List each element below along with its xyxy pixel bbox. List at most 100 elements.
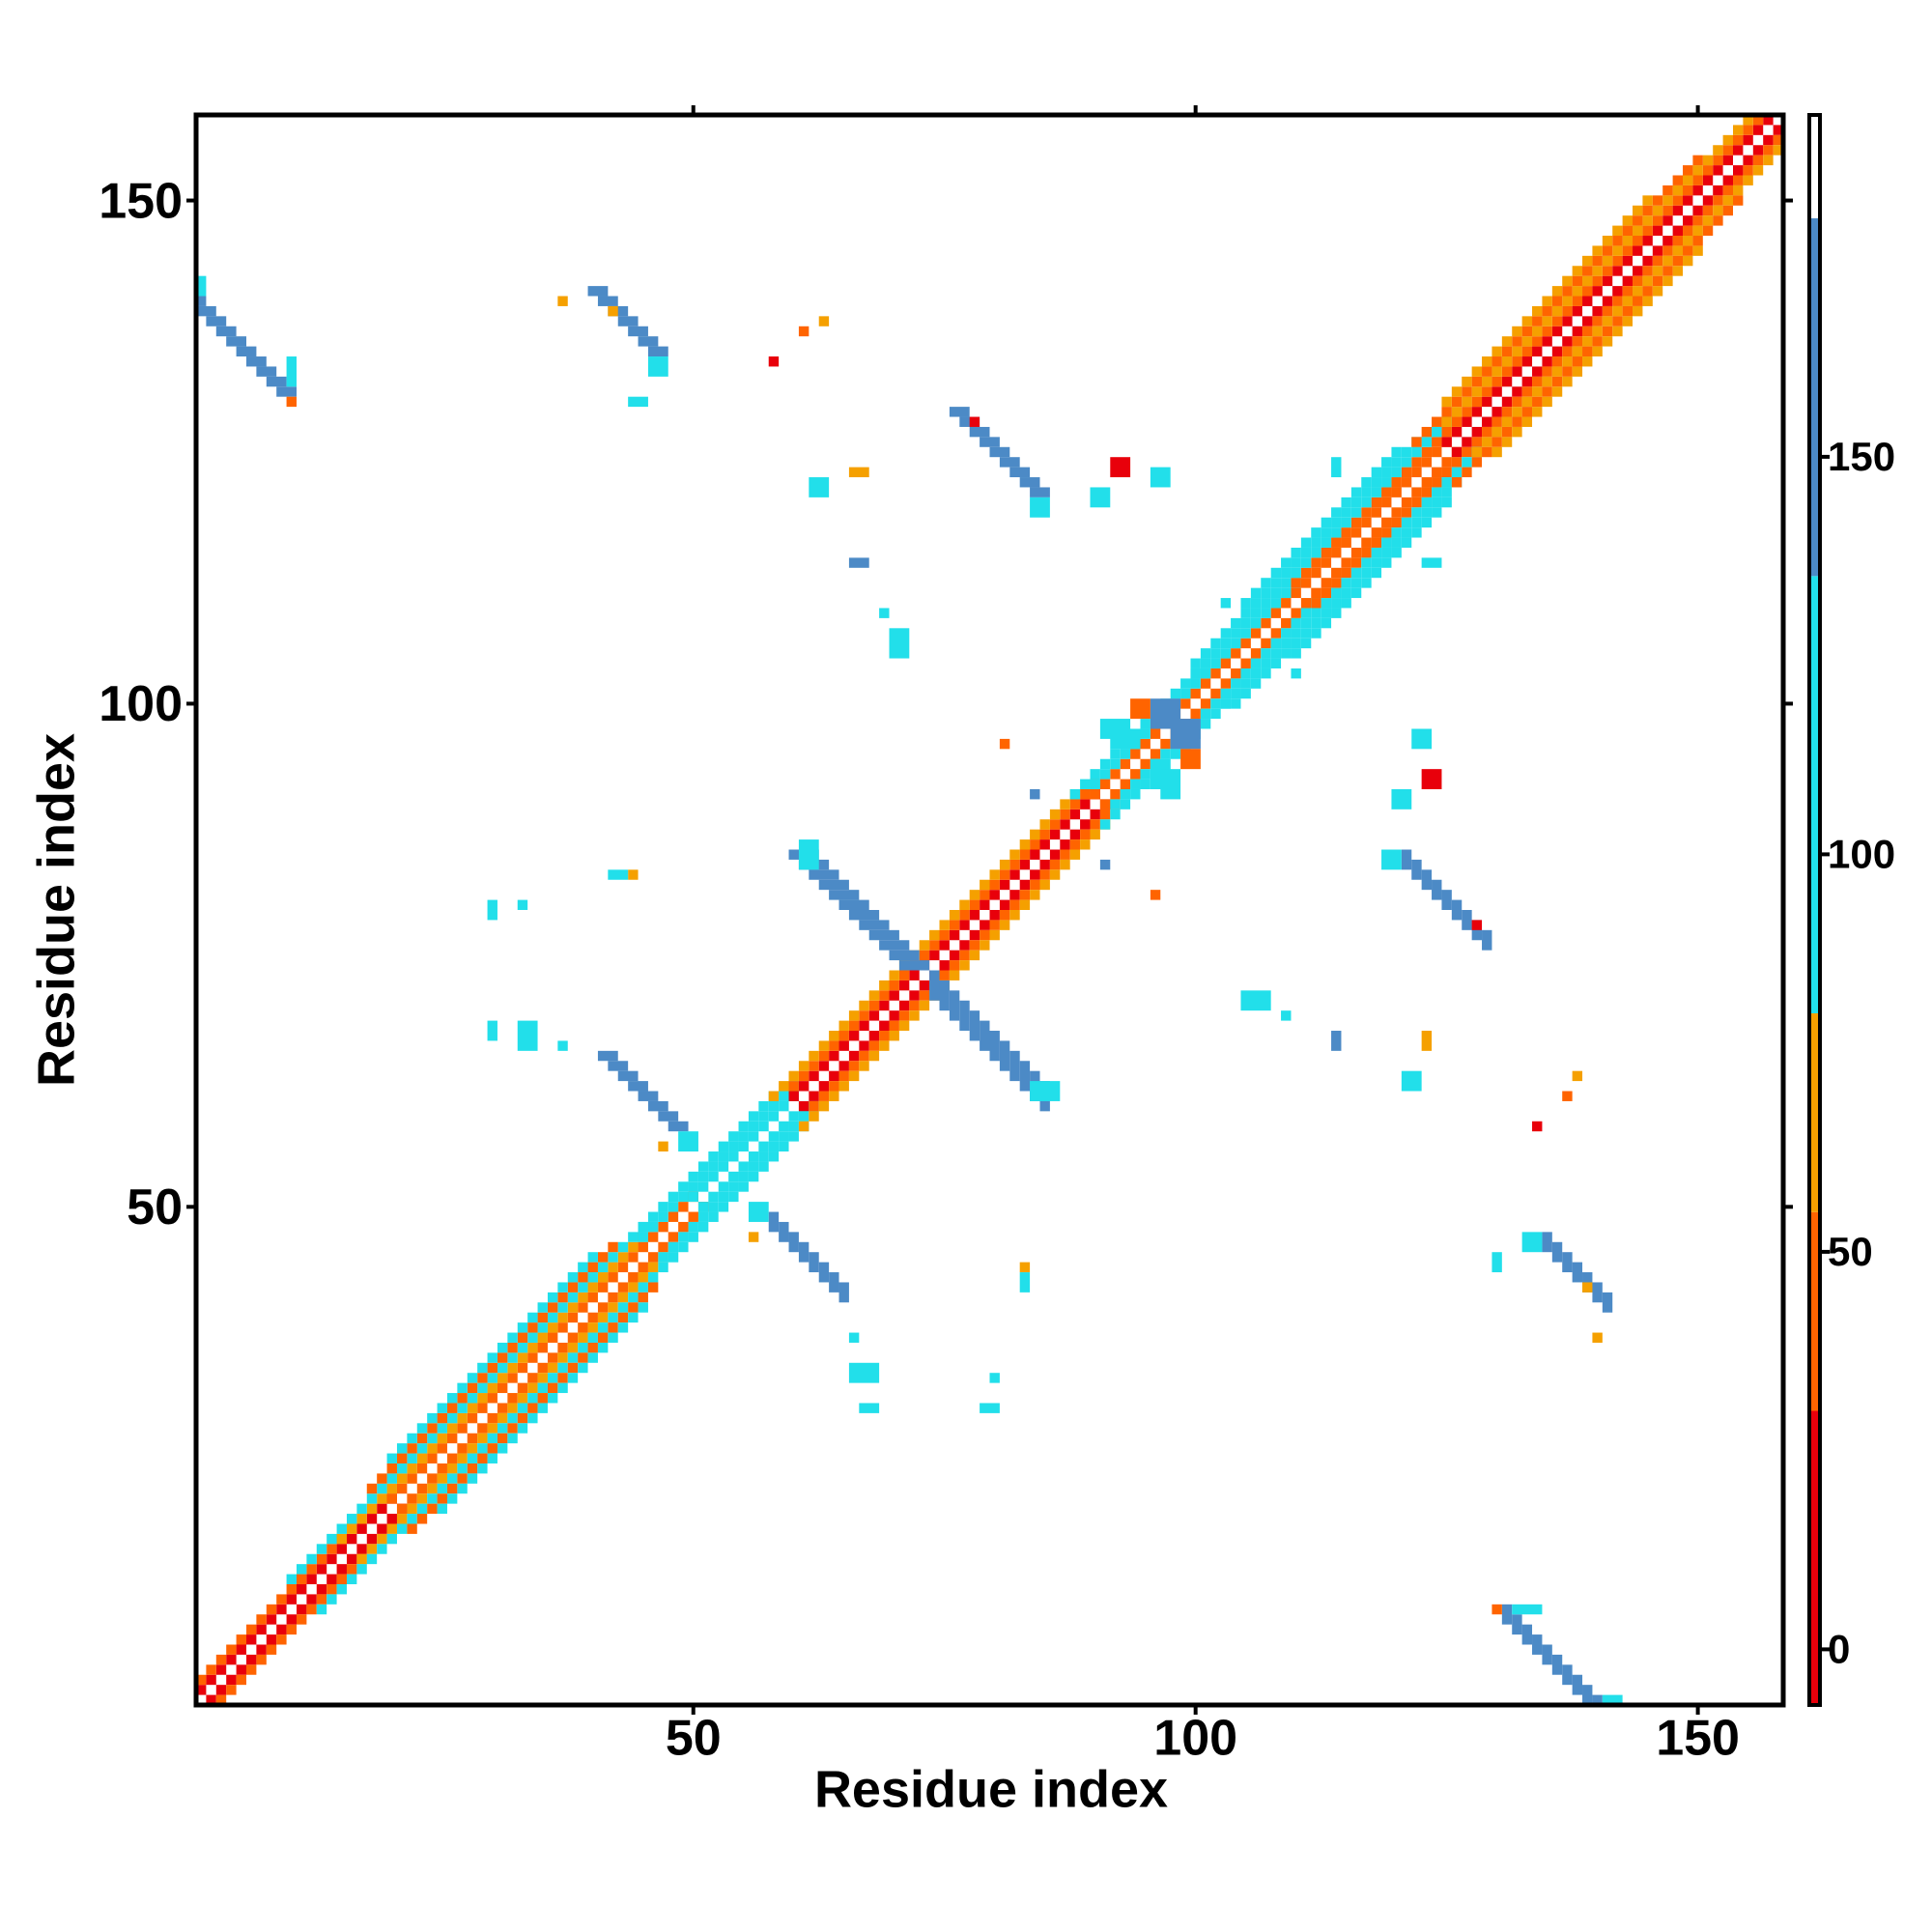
heatmap-cell bbox=[1542, 396, 1552, 408]
heatmap-cell bbox=[608, 1262, 618, 1273]
heatmap-cell bbox=[939, 920, 950, 930]
heatmap-cell bbox=[1069, 829, 1081, 840]
heatmap-cell bbox=[697, 1221, 709, 1233]
heatmap-cell bbox=[798, 1081, 810, 1092]
heatmap-cell bbox=[748, 1111, 759, 1122]
heatmap-cell bbox=[829, 1070, 839, 1082]
heatmap-cell bbox=[1009, 467, 1031, 478]
heatmap-cell bbox=[1030, 849, 1040, 860]
heatmap-cell bbox=[1462, 396, 1472, 408]
heatmap-cell bbox=[980, 879, 990, 891]
heatmap-cell bbox=[1170, 749, 1181, 759]
heatmap-cell bbox=[647, 1211, 659, 1222]
heatmap-cell bbox=[407, 1443, 417, 1454]
heatmap-cell bbox=[1350, 527, 1362, 538]
heatmap-cell bbox=[1622, 296, 1634, 306]
heatmap-cell bbox=[1060, 859, 1070, 870]
heatmap-cell bbox=[1752, 125, 1764, 135]
heatmap-cell bbox=[1110, 758, 1121, 770]
heatmap-cell bbox=[547, 1382, 558, 1394]
heatmap-cell bbox=[1311, 587, 1321, 599]
heatmap-cell bbox=[296, 1574, 307, 1584]
heatmap-cell bbox=[788, 1232, 799, 1253]
heatmap-cell bbox=[688, 1191, 698, 1203]
heatmap-cell bbox=[859, 1061, 869, 1071]
heatmap-cell bbox=[1702, 175, 1714, 185]
heatmap-cell bbox=[527, 1382, 538, 1394]
heatmap-cell bbox=[779, 1221, 789, 1242]
heatmap-cell bbox=[1210, 648, 1221, 659]
heatmap-cell bbox=[1291, 608, 1301, 618]
heatmap-cell bbox=[1501, 366, 1513, 377]
heatmap-cell bbox=[1572, 275, 1583, 287]
heatmap-cell bbox=[377, 1493, 387, 1504]
heatmap-cell bbox=[547, 1373, 558, 1383]
heatmap-cell bbox=[1622, 275, 1634, 287]
heatmap-cell bbox=[768, 356, 780, 367]
heatmap-cell bbox=[608, 1252, 618, 1263]
heatmap-cell bbox=[1551, 356, 1563, 367]
heatmap-cell bbox=[1482, 416, 1492, 427]
heatmap-cell bbox=[467, 1463, 478, 1474]
heatmap-cell bbox=[999, 920, 1010, 930]
heatmap-cell bbox=[276, 1624, 287, 1635]
heatmap-cell bbox=[1492, 1252, 1502, 1273]
heatmap-cell bbox=[1341, 587, 1351, 599]
heatmap-cell bbox=[838, 1061, 849, 1071]
heatmap-cell bbox=[1633, 245, 1643, 256]
heatmap-cell bbox=[316, 1583, 327, 1595]
heatmap-cell bbox=[748, 1232, 759, 1242]
heatmap-cell bbox=[597, 1272, 609, 1283]
heatmap-cell bbox=[999, 899, 1010, 910]
heatmap-cell bbox=[658, 1221, 668, 1233]
heatmap-cell bbox=[1532, 336, 1543, 347]
heatmap-cell bbox=[356, 1544, 367, 1554]
heatmap-cell bbox=[196, 305, 216, 317]
heatmap-cell bbox=[1662, 185, 1673, 196]
heatmap-cell bbox=[1612, 316, 1623, 327]
heatmap-cell bbox=[386, 1473, 397, 1484]
heatmap-cell bbox=[1300, 578, 1312, 588]
heatmap-cell bbox=[1190, 678, 1201, 689]
heatmap-cell bbox=[1401, 446, 1412, 458]
heatmap-cell bbox=[1300, 537, 1312, 548]
heatmap-cell bbox=[1572, 296, 1583, 306]
heatmap-cell bbox=[969, 940, 980, 951]
heatmap-cell bbox=[196, 296, 207, 306]
heatmap-cell bbox=[1321, 537, 1332, 548]
heatmap-cell bbox=[647, 1232, 659, 1242]
heatmap-cell bbox=[617, 1312, 629, 1323]
heatmap-cell bbox=[1170, 688, 1181, 699]
heatmap-cell bbox=[1602, 1694, 1623, 1705]
heatmap-cell bbox=[758, 1151, 769, 1162]
heatmap-cell bbox=[1773, 145, 1783, 156]
heatmap-cell bbox=[427, 1412, 438, 1424]
heatmap-cell bbox=[1633, 305, 1643, 317]
heatmap-cell bbox=[1331, 1031, 1342, 1051]
heatmap-cell bbox=[608, 1302, 618, 1313]
heatmap-cell bbox=[1713, 165, 1723, 176]
heatmap-cell bbox=[1592, 1332, 1603, 1343]
heatmap-cell bbox=[1662, 245, 1673, 256]
heatmap-cell bbox=[1542, 316, 1552, 327]
heatmap-cell bbox=[1532, 376, 1543, 387]
heatmap-cell bbox=[1350, 497, 1362, 508]
heatmap-cell bbox=[1692, 215, 1703, 226]
heatmap-cell bbox=[1361, 487, 1372, 497]
heatmap-cell bbox=[457, 1443, 468, 1454]
heatmap-cell bbox=[276, 1594, 287, 1605]
heatmap-cell bbox=[1261, 608, 1271, 618]
heatmap-cell bbox=[1432, 477, 1442, 488]
heatmap-cell bbox=[628, 1282, 639, 1293]
heatmap-cell bbox=[1391, 547, 1402, 558]
heatmap-cell bbox=[537, 1302, 548, 1313]
heatmap-cell bbox=[1381, 547, 1392, 558]
heatmap-cell bbox=[688, 1221, 698, 1233]
heatmap-cell bbox=[1371, 547, 1382, 558]
heatmap-cell bbox=[1642, 296, 1653, 306]
heatmap-cell bbox=[1492, 1604, 1502, 1615]
heatmap-cell bbox=[868, 1010, 880, 1021]
heatmap-cell bbox=[437, 1403, 447, 1413]
heatmap-cell bbox=[809, 1252, 819, 1273]
heatmap-cell bbox=[779, 1141, 789, 1152]
